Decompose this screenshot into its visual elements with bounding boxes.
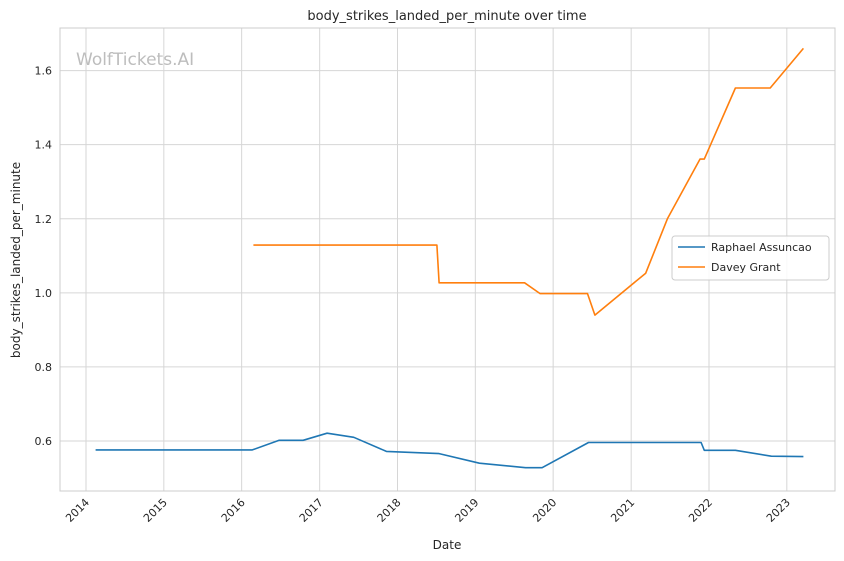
x-tick-label: 2019 (452, 496, 481, 525)
chart-title: body_strikes_landed_per_minute over time (307, 9, 586, 24)
x-tick-label: 2018 (375, 496, 404, 525)
series-lines (95, 47, 805, 469)
x-tick-label: 2022 (686, 496, 715, 525)
x-axis-label: Date (433, 538, 462, 552)
legend-label-davey-grant: Davey Grant (711, 261, 781, 274)
series-line-raphael-assuncao (95, 432, 804, 469)
y-tick-label: 1.0 (35, 287, 53, 300)
series-line-davey-grant (253, 47, 805, 316)
x-tick-label: 2021 (608, 496, 637, 525)
legend: Raphael Assuncao Davey Grant (671, 235, 830, 281)
axis-ticks: 0.6 0.8 1.0 1.2 1.4 1.6 2014 2015 2016 2017 2018 20… (35, 65, 793, 525)
y-tick-label: 1.4 (35, 139, 53, 152)
y-tick-label: 0.8 (35, 361, 53, 374)
y-tick-label: 0.6 (35, 435, 53, 448)
legend-label-raphael-assuncao: Raphael Assuncao (711, 241, 812, 254)
x-tick-label: 2016 (219, 496, 248, 525)
watermark: WolfTickets.AI (76, 50, 194, 70)
y-tick-label: 1.6 (35, 65, 53, 78)
x-tick-label: 2017 (297, 496, 326, 525)
plot-frame (59, 27, 836, 492)
y-axis-label: body_strikes_landed_per_minute (9, 162, 23, 358)
legend-box (671, 235, 830, 281)
x-tick-label: 2023 (764, 496, 793, 525)
y-tick-label: 1.2 (35, 213, 53, 226)
x-tick-label: 2014 (63, 496, 92, 525)
grid (60, 28, 835, 491)
x-tick-label: 2020 (530, 496, 559, 525)
x-tick-label: 2015 (141, 496, 170, 525)
